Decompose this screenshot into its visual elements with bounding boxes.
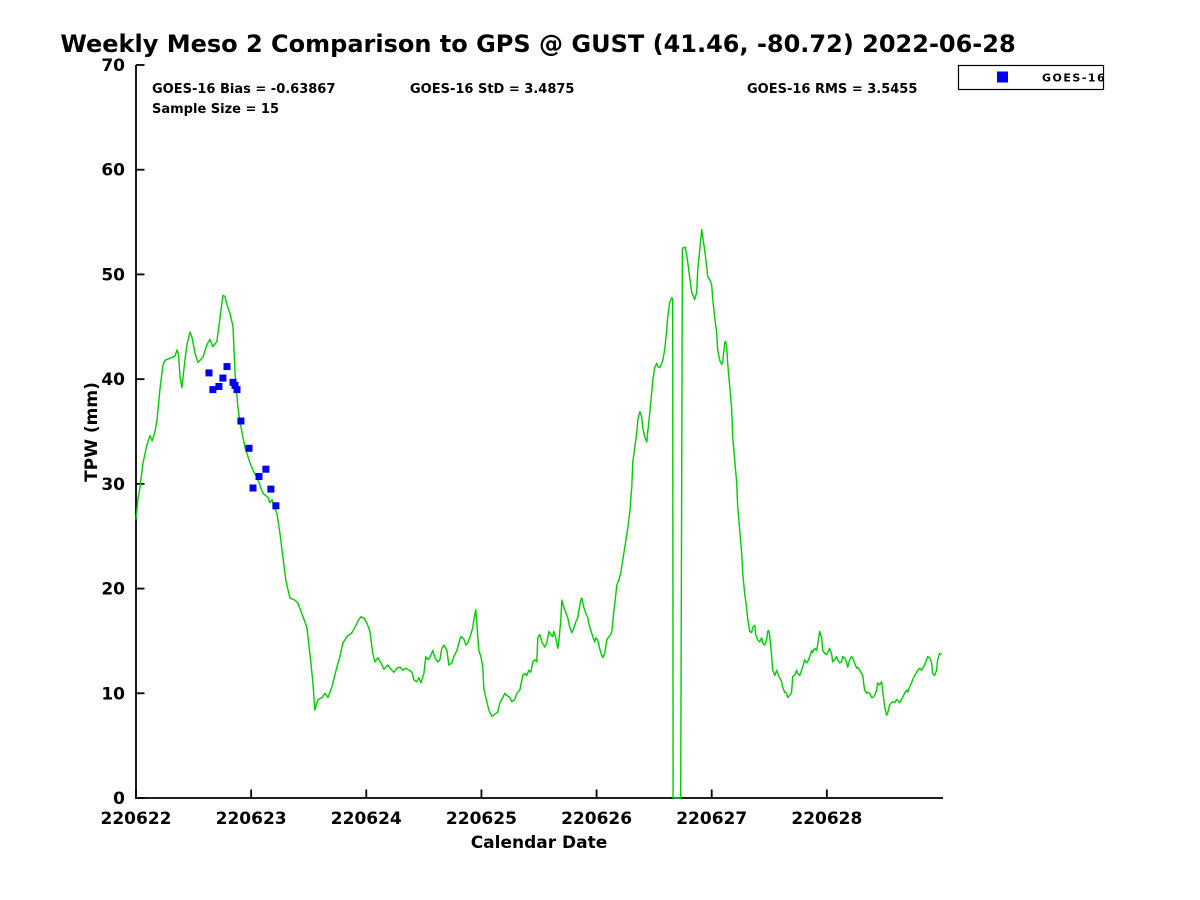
goes16-marker [205,369,213,377]
y-tick-label: 20 [101,580,125,600]
axis-spines [135,65,943,799]
stat-sample-size: Sample Size = 15 [152,102,279,117]
plot-area [135,228,943,799]
goes16-marker [223,363,231,371]
goes16-marker [255,473,263,480]
y-tick-label: 70 [101,56,125,76]
stat-bias: GOES-16 Bias = -0.63867 [152,82,335,97]
goes16-marker [245,444,253,452]
goes16-marker [219,374,227,382]
x-tick-label: 220627 [676,809,747,829]
stat-std: GOES-16 StD = 3.4875 [410,82,574,97]
x-tick-label: 220622 [101,809,172,829]
y-tick-label: 0 [113,789,125,809]
goes16-marker [215,383,223,390]
legend: GOES-16 [957,64,1106,91]
x-tick-label: 220626 [561,809,632,829]
gps-tpw-line [135,228,943,799]
y-tick-label: 40 [101,370,125,390]
chart-title: Weekly Meso 2 Comparison to GPS @ GUST (… [60,30,1015,58]
goes16-marker [209,386,217,394]
goes16-marker [237,417,245,425]
axes: 0 10 20 30 40 50 60 70 220622 220623 220624 220625 2… [101,56,943,829]
y-tick-label: 50 [101,265,125,285]
x-tick-label: 220628 [791,809,862,829]
goes16-marker [262,465,270,473]
stat-rms: GOES-16 RMS = 3.5455 [747,82,917,97]
goes16-marker [249,484,257,492]
goes16-marker [272,502,280,510]
goes16-marker [233,386,241,394]
goes16-marker [267,485,275,493]
x-tick-label: 220624 [331,809,402,829]
legend-label-goes16: GOES-16 [1042,72,1106,85]
y-tick-label: 60 [101,161,125,181]
x-tick-label: 220625 [446,809,517,829]
x-axis-label: Calendar Date [471,833,608,853]
y-tick-label: 30 [101,475,125,495]
y-axis-label: TPW (mm) [82,382,102,482]
legend-box [957,64,1105,91]
y-tick-label: 10 [101,684,125,704]
legend-marker-goes16-icon [997,71,1008,83]
x-tick-label: 220623 [216,809,287,829]
goes16-marker [231,381,239,389]
